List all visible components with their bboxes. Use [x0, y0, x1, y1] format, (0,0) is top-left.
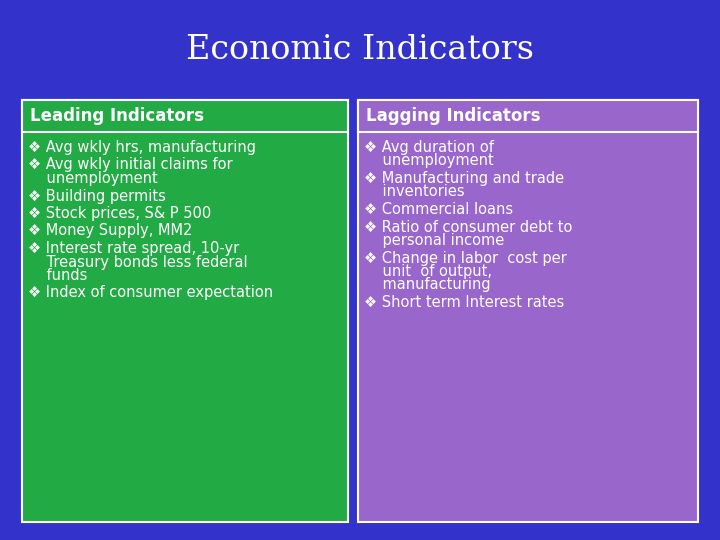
Text: inventories: inventories	[364, 185, 464, 199]
Text: ❖ Manufacturing and trade: ❖ Manufacturing and trade	[364, 171, 564, 186]
Text: ❖ Change in labor  cost per: ❖ Change in labor cost per	[364, 251, 567, 266]
Text: unemployment: unemployment	[28, 171, 158, 186]
Text: ❖ Short term Interest rates: ❖ Short term Interest rates	[364, 295, 564, 310]
Text: ❖ Avg wkly hrs, manufacturing: ❖ Avg wkly hrs, manufacturing	[28, 140, 256, 155]
FancyBboxPatch shape	[358, 100, 698, 522]
Text: ❖ Ratio of consumer debt to: ❖ Ratio of consumer debt to	[364, 219, 572, 234]
Text: unit  of output,: unit of output,	[364, 264, 492, 279]
Text: ❖ Avg duration of: ❖ Avg duration of	[364, 140, 494, 155]
Text: manufacturing: manufacturing	[364, 278, 490, 293]
Text: Treasury bonds less federal: Treasury bonds less federal	[28, 254, 248, 269]
Text: ❖ Stock prices, S& P 500: ❖ Stock prices, S& P 500	[28, 206, 211, 221]
Text: Leading Indicators: Leading Indicators	[30, 107, 204, 125]
Text: ❖ Money Supply, MM2: ❖ Money Supply, MM2	[28, 224, 192, 239]
Text: ❖ Avg wkly initial claims for: ❖ Avg wkly initial claims for	[28, 158, 233, 172]
Text: personal income: personal income	[364, 233, 504, 248]
Text: unemployment: unemployment	[364, 153, 494, 168]
FancyBboxPatch shape	[358, 100, 698, 132]
FancyBboxPatch shape	[22, 100, 348, 522]
Text: ❖ Commercial loans: ❖ Commercial loans	[364, 202, 513, 217]
FancyBboxPatch shape	[22, 100, 348, 132]
Text: ❖ Index of consumer expectation: ❖ Index of consumer expectation	[28, 286, 273, 300]
Text: funds: funds	[28, 268, 87, 283]
Text: Lagging Indicators: Lagging Indicators	[366, 107, 541, 125]
Text: ❖ Interest rate spread, 10-yr: ❖ Interest rate spread, 10-yr	[28, 241, 239, 256]
Text: ❖ Building permits: ❖ Building permits	[28, 188, 166, 204]
Text: Economic Indicators: Economic Indicators	[186, 34, 534, 66]
